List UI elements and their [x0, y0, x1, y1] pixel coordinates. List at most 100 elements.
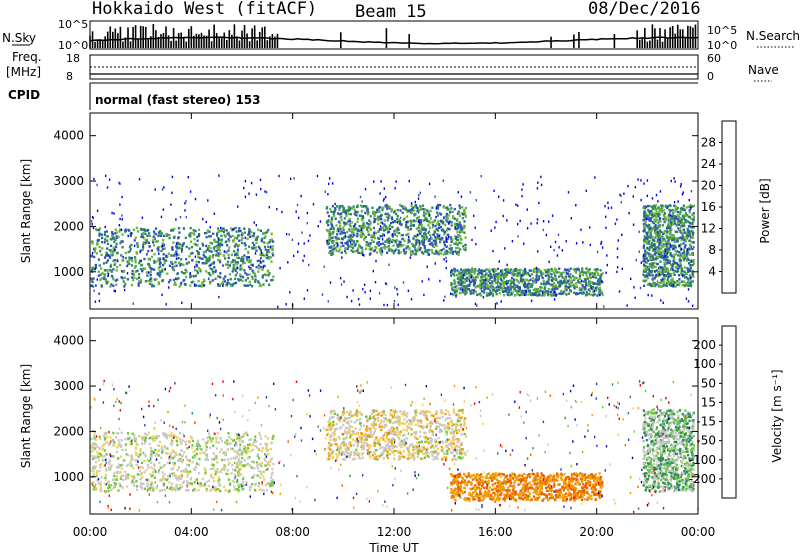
scatter-cell — [264, 235, 267, 238]
scatter-cell — [261, 268, 264, 271]
scatter-cell — [416, 233, 419, 236]
scatter-cell — [386, 251, 389, 254]
scatter-cell — [495, 220, 497, 224]
scatter-cell — [373, 214, 376, 217]
scatter-cell — [107, 490, 110, 493]
scatter-cell — [397, 218, 400, 222]
scatter-cell — [475, 275, 478, 279]
scatter-cell — [459, 273, 462, 277]
scatter-cell — [187, 441, 190, 444]
scatter-cell — [607, 206, 610, 210]
scatter-cell — [227, 478, 230, 481]
scatter-cell — [264, 483, 268, 487]
scatter-cell — [594, 286, 597, 290]
scatter-cell — [680, 218, 683, 221]
scatter-cell — [189, 190, 192, 193]
scatter-cell — [665, 281, 668, 284]
scatter-cell — [476, 285, 479, 288]
scatter-cell — [522, 273, 525, 276]
scatter-cell — [343, 217, 346, 220]
scatter-cell — [658, 232, 661, 235]
scatter-cell — [667, 281, 670, 285]
scatter-cell — [113, 262, 117, 265]
scatter-cell — [463, 208, 466, 212]
scatter-cell — [658, 218, 661, 221]
scatter-cell — [173, 434, 176, 437]
scatter-cell — [165, 303, 167, 306]
scatter-cell — [348, 207, 351, 210]
scatter-cell — [267, 255, 269, 258]
scatter-cell — [680, 248, 683, 251]
scatter-cell — [422, 232, 426, 236]
freq-label-1: Freq. — [12, 50, 42, 64]
scatter-cell — [639, 286, 642, 290]
scatter-cell — [276, 208, 278, 211]
scatter-cell — [356, 217, 359, 220]
scatter-cell — [369, 227, 372, 230]
scatter-cell — [360, 210, 363, 213]
scatter-cell — [227, 256, 230, 259]
scatter-cell — [679, 261, 682, 265]
scatter-cell — [250, 263, 253, 267]
scatter-cell — [653, 204, 656, 207]
scatter-cell — [266, 230, 269, 234]
scatter-cell — [256, 474, 259, 477]
scatter-cell — [485, 283, 488, 286]
scatter-cell — [363, 238, 366, 241]
scatter-cell — [428, 239, 431, 242]
scatter-cell — [220, 282, 223, 285]
scatter-cell — [259, 249, 262, 252]
scatter-cell — [674, 180, 676, 183]
scatter-cell — [197, 250, 200, 254]
scatter-cell — [183, 278, 186, 282]
scatter-cell — [673, 273, 676, 277]
scatter-cell — [103, 269, 106, 272]
scatter-cell — [396, 293, 399, 296]
scatter-cell — [323, 265, 325, 268]
scatter-cell — [97, 274, 100, 277]
scatter-cell — [439, 279, 441, 283]
scatter-cell — [115, 431, 119, 435]
scatter-cell — [665, 270, 668, 273]
scatter-cell — [554, 287, 557, 291]
scatter-cell — [647, 235, 650, 239]
scatter-cell — [667, 222, 670, 225]
scatter-cell — [555, 278, 558, 282]
scatter-cell — [251, 476, 254, 479]
scatter-cell — [658, 282, 661, 285]
scatter-cell — [129, 436, 132, 440]
scatter-cell — [246, 273, 249, 276]
scatter-cell — [440, 252, 443, 255]
scatter-cell — [198, 457, 201, 461]
scatter-cell — [655, 255, 658, 258]
scatter-cell — [216, 247, 219, 250]
scatter-cell — [261, 274, 265, 277]
scatter-cell — [437, 204, 440, 207]
scatter-cell — [239, 273, 242, 276]
scatter-cell — [209, 267, 212, 270]
scatter-cell — [208, 258, 211, 261]
scatter-cell — [335, 224, 338, 227]
scatter-cell — [266, 463, 269, 467]
scatter-cell — [120, 467, 123, 470]
scatter-cell — [136, 243, 139, 246]
scatter-cell — [306, 289, 309, 292]
scatter-cell — [618, 290, 621, 293]
scatter-cell — [665, 227, 669, 230]
scatter-cell — [360, 214, 363, 217]
scatter-cell — [149, 271, 152, 274]
scatter-cell — [248, 464, 251, 467]
scatter-cell — [640, 179, 642, 182]
scatter-cell — [180, 477, 183, 480]
scatter-cell — [198, 284, 202, 287]
scatter-cell — [112, 246, 115, 249]
scatter-cell — [234, 226, 237, 230]
scatter-cell — [469, 269, 472, 272]
scatter-cell — [412, 219, 415, 222]
scatter-cell — [659, 217, 662, 220]
scatter-cell — [552, 282, 556, 285]
scatter-cell — [175, 257, 178, 260]
scatter-cell — [375, 246, 378, 250]
scatter-cell — [211, 270, 214, 274]
scatter-cell — [460, 282, 463, 286]
